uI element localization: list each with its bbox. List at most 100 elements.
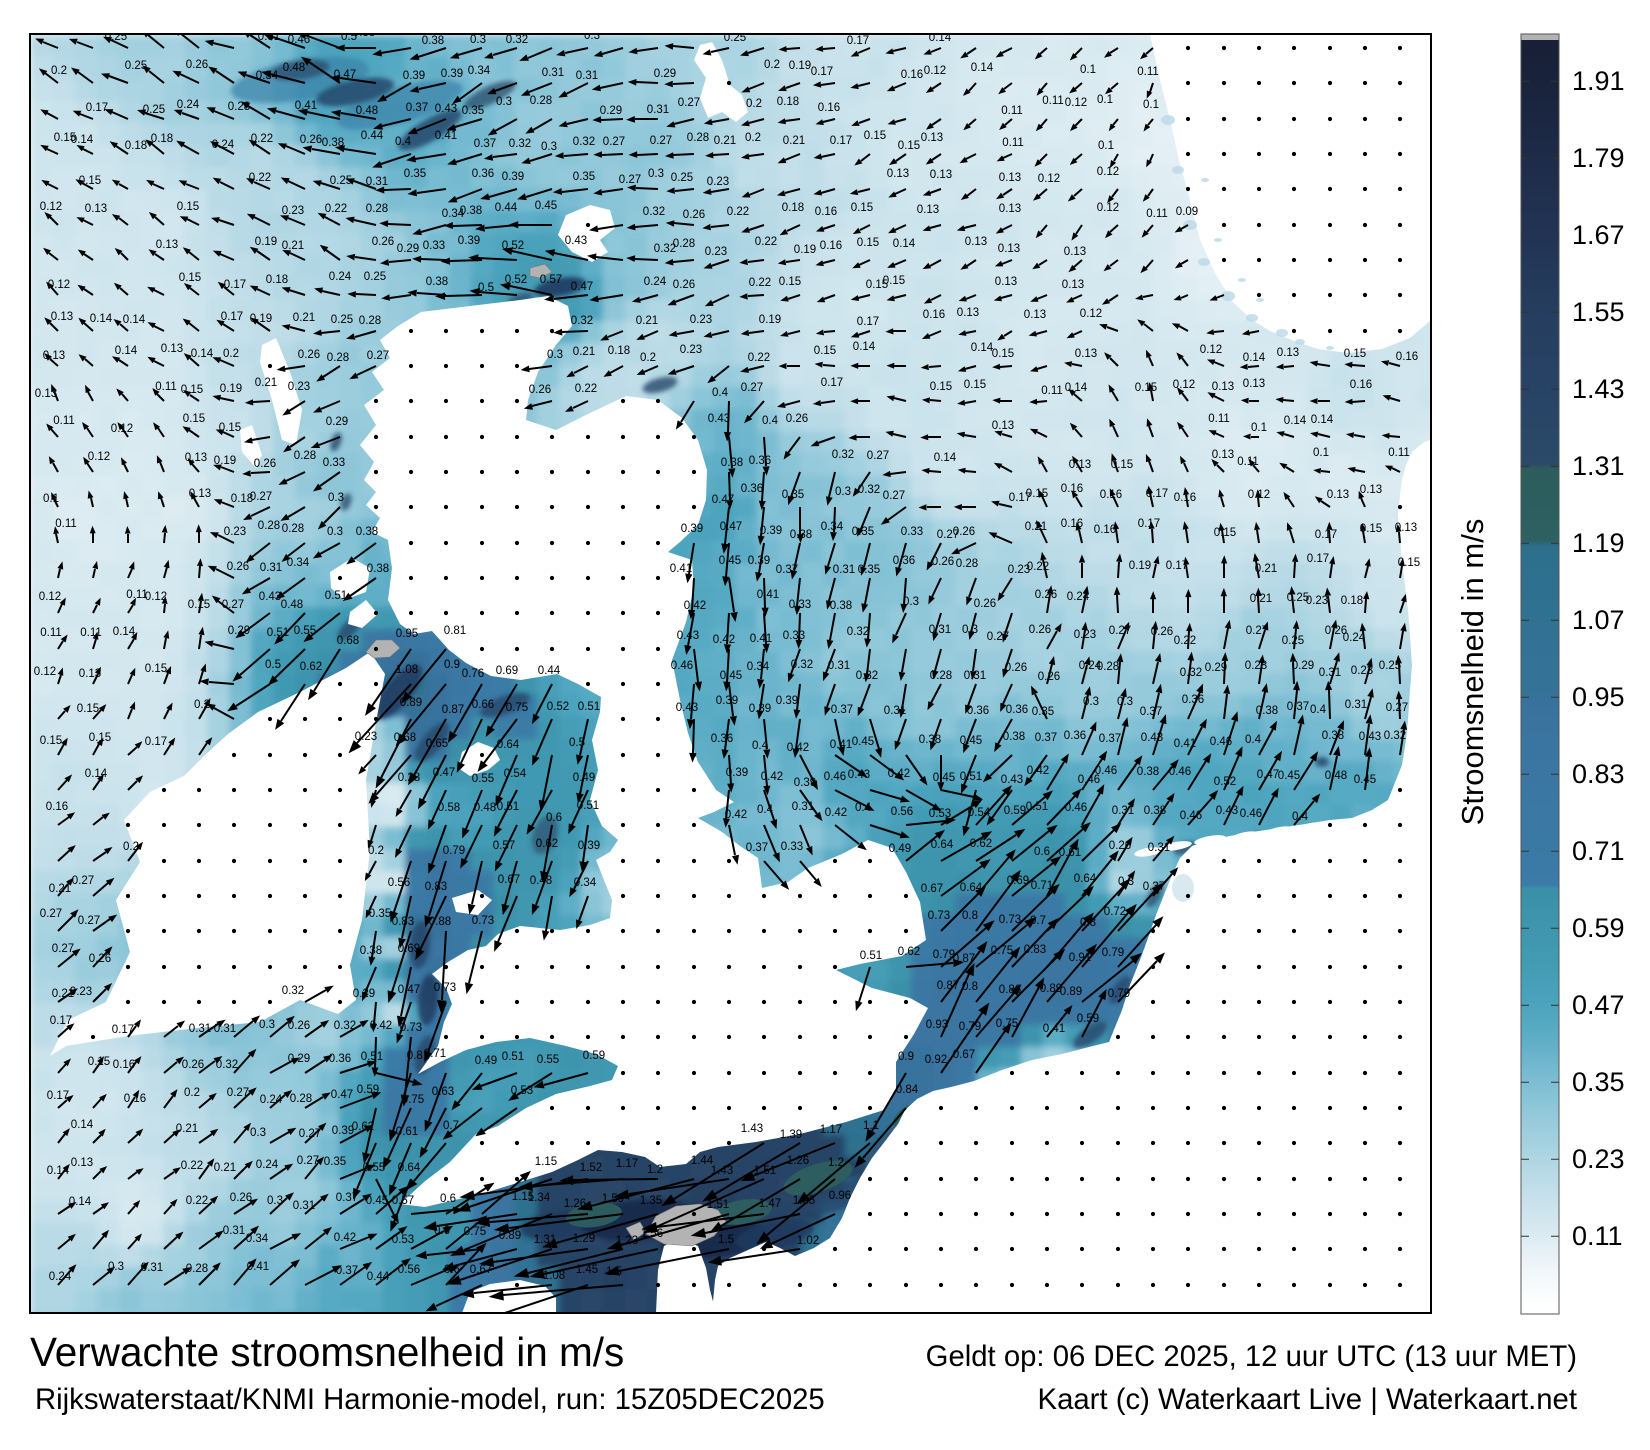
svg-text:0.36: 0.36 [1182, 694, 1204, 706]
svg-text:0.21: 0.21 [636, 315, 658, 327]
svg-text:0.22: 0.22 [186, 1195, 208, 1207]
svg-text:0.89: 0.89 [400, 697, 422, 709]
svg-text:0.3: 0.3 [547, 349, 563, 361]
svg-text:0.24: 0.24 [329, 271, 352, 283]
svg-text:0.23: 0.23 [355, 731, 377, 743]
svg-text:0.3: 0.3 [108, 1261, 124, 1273]
svg-text:0.75: 0.75 [991, 945, 1013, 957]
svg-text:0.11: 0.11 [1042, 95, 1064, 107]
svg-text:0.31: 0.31 [1345, 699, 1367, 711]
svg-text:0.32: 0.32 [643, 206, 665, 218]
svg-text:0.28: 0.28 [282, 523, 304, 535]
svg-text:1.43: 1.43 [711, 1165, 733, 1177]
svg-text:1.51: 1.51 [707, 1199, 729, 1211]
svg-text:0.12: 0.12 [48, 279, 70, 291]
svg-text:0.11: 0.11 [1146, 208, 1168, 220]
svg-text:0.32: 0.32 [571, 315, 593, 327]
svg-text:0.37: 0.37 [336, 1265, 358, 1277]
svg-text:0.14: 0.14 [123, 314, 146, 326]
svg-text:0.13: 0.13 [156, 239, 178, 251]
svg-text:0.22: 0.22 [1027, 561, 1049, 573]
svg-text:0.55: 0.55 [294, 625, 316, 637]
svg-text:0.47: 0.47 [331, 1089, 353, 1101]
svg-text:0.12: 0.12 [88, 451, 110, 463]
svg-text:0.13: 0.13 [930, 169, 952, 181]
svg-text:0.34: 0.34 [246, 1233, 269, 1245]
svg-text:0.31: 0.31 [792, 801, 814, 813]
svg-text:0.57: 0.57 [540, 274, 562, 286]
svg-text:0.36: 0.36 [741, 483, 763, 495]
svg-text:0.73: 0.73 [928, 910, 950, 922]
svg-text:0.37: 0.37 [776, 564, 798, 576]
svg-text:1.35: 1.35 [793, 1195, 815, 1207]
svg-text:0.33: 0.33 [423, 240, 445, 252]
svg-text:0.44: 0.44 [367, 1271, 390, 1283]
svg-text:0.47: 0.47 [334, 69, 356, 81]
svg-text:0.23: 0.23 [70, 986, 92, 998]
svg-text:0.45: 0.45 [1354, 774, 1376, 786]
svg-text:0.22: 0.22 [749, 277, 771, 289]
svg-text:0.42: 0.42 [761, 771, 783, 783]
svg-text:0.27: 0.27 [72, 875, 94, 887]
svg-text:0.28: 0.28 [290, 1093, 312, 1105]
svg-text:0.32: 0.32 [858, 484, 880, 496]
svg-text:0.41: 0.41 [670, 563, 692, 575]
svg-text:0.19: 0.19 [250, 313, 272, 325]
svg-text:0.35: 0.35 [852, 526, 874, 538]
svg-text:0.11: 0.11 [1137, 66, 1159, 78]
svg-text:0.27: 0.27 [367, 350, 389, 362]
svg-text:0.12: 0.12 [1065, 97, 1087, 109]
svg-text:0.12: 0.12 [1173, 379, 1195, 391]
svg-text:0.48: 0.48 [356, 105, 378, 117]
svg-text:0.26: 0.26 [529, 384, 551, 396]
svg-text:0.37: 0.37 [831, 704, 853, 716]
svg-text:1.26: 1.26 [787, 1155, 809, 1167]
svg-text:0.4: 0.4 [757, 804, 774, 816]
svg-text:0.93: 0.93 [926, 1019, 948, 1031]
svg-text:0.31: 0.31 [260, 562, 282, 574]
svg-text:0.47: 0.47 [720, 521, 742, 533]
svg-text:0.13: 0.13 [1062, 279, 1084, 291]
svg-text:0.2: 0.2 [368, 845, 384, 857]
svg-text:0.35: 0.35 [858, 564, 880, 576]
svg-text:0.24: 0.24 [260, 1094, 283, 1106]
svg-text:0.38: 0.38 [422, 35, 444, 47]
svg-text:0.12: 0.12 [1097, 166, 1119, 178]
svg-text:0.12: 0.12 [924, 65, 946, 77]
svg-text:0.37: 0.37 [1143, 881, 1165, 893]
svg-text:0.23: 0.23 [224, 526, 246, 538]
svg-text:0.31: 0.31 [542, 67, 564, 79]
svg-text:0.51: 0.51 [325, 590, 347, 602]
svg-text:0.27: 0.27 [678, 97, 700, 109]
svg-text:0.44: 0.44 [538, 665, 561, 677]
svg-text:0.15: 0.15 [188, 599, 210, 611]
svg-text:0.32: 0.32 [509, 138, 531, 150]
svg-text:0.35: 0.35 [462, 105, 484, 117]
svg-text:0.13: 0.13 [1243, 378, 1265, 390]
svg-text:0.47: 0.47 [433, 767, 455, 779]
svg-text:0.3: 0.3 [328, 492, 344, 504]
svg-text:0.35: 0.35 [369, 908, 391, 920]
svg-text:0.43: 0.43 [676, 702, 698, 714]
svg-text:0.15: 0.15 [930, 381, 952, 393]
svg-text:0.33: 0.33 [781, 841, 803, 853]
svg-text:0.25: 0.25 [331, 314, 353, 326]
svg-text:0.55: 0.55 [363, 1162, 385, 1174]
svg-text:0.19: 0.19 [789, 60, 811, 72]
svg-text:0.17: 0.17 [857, 316, 879, 328]
svg-text:1.2: 1.2 [828, 1157, 844, 1169]
svg-text:0.51: 0.51 [578, 701, 600, 713]
svg-text:0.26: 0.26 [89, 953, 111, 965]
svg-text:0.43: 0.43 [565, 235, 587, 247]
svg-text:0.43: 0.43 [677, 630, 699, 642]
svg-text:0.13: 0.13 [1024, 309, 1046, 321]
svg-text:0.3: 0.3 [962, 624, 978, 636]
svg-text:0.13: 0.13 [51, 311, 73, 323]
svg-text:0.18: 0.18 [266, 274, 288, 286]
svg-text:0.28: 0.28 [186, 1263, 208, 1275]
svg-text:0.83: 0.83 [425, 881, 447, 893]
svg-text:0.17: 0.17 [821, 377, 843, 389]
svg-text:0.31: 0.31 [828, 660, 850, 672]
svg-text:0.14: 0.14 [90, 313, 113, 325]
svg-text:0.17: 0.17 [847, 35, 869, 47]
